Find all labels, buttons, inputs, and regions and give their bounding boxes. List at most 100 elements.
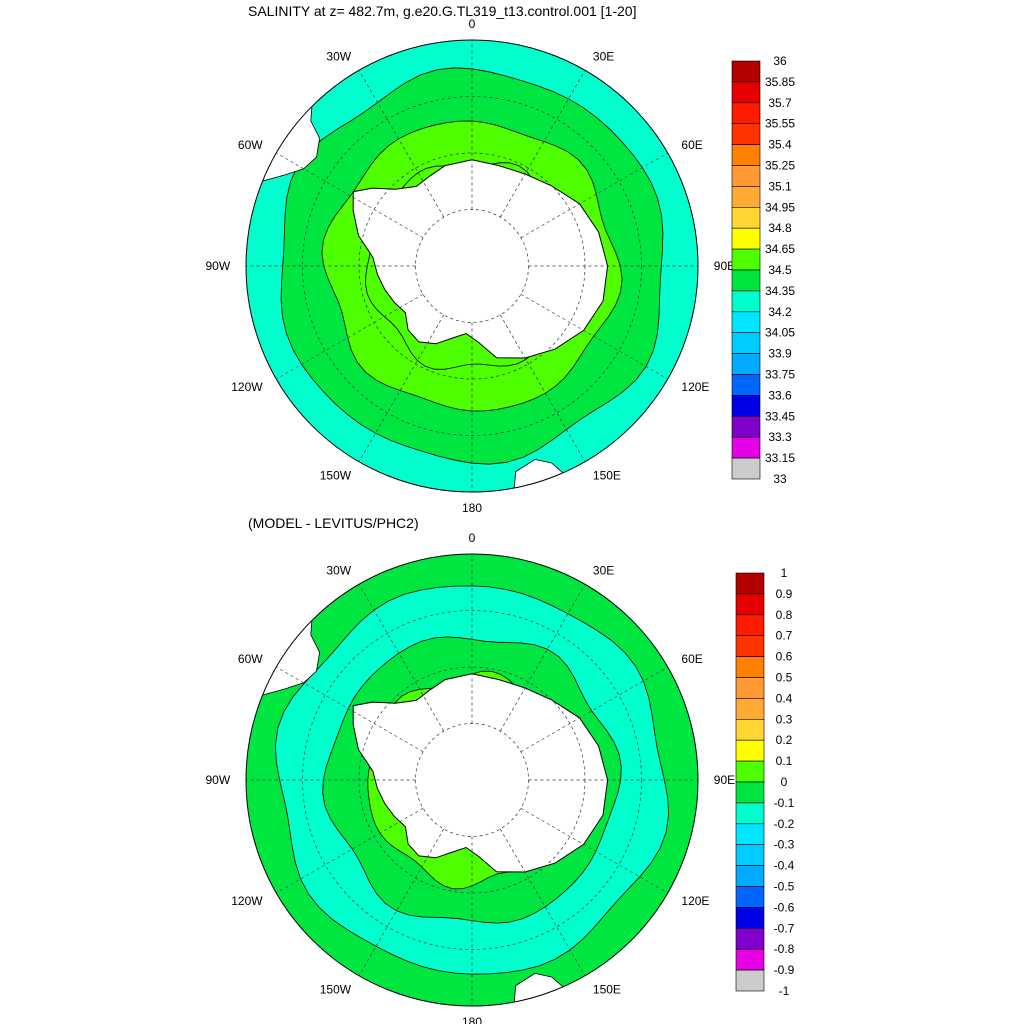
colorbar-tick-label: 33.9 xyxy=(768,347,792,361)
colorbar-swatch xyxy=(731,436,761,459)
colorbar-tick-label: 34.8 xyxy=(768,221,792,235)
colorbar-swatch xyxy=(735,823,765,845)
longitude-label: 30E xyxy=(593,564,614,578)
colorbar-tick-label: 33.3 xyxy=(768,430,792,444)
colorbar-swatch xyxy=(731,165,761,187)
panel-title: SALINITY at z= 482.7m, g.e20.G.TL319_t13… xyxy=(248,3,636,19)
colorbar-swatch xyxy=(731,207,761,229)
longitude-labels: 0 30E 60E 90E 120E 150E 180 150W 120W 90W 60W 30W xyxy=(206,17,736,515)
colorbar-tick-label: -0.7 xyxy=(774,921,795,935)
longitude-label: 150E xyxy=(593,468,621,482)
colorbar-swatch xyxy=(735,593,765,616)
colorbar-tick-label: -0.5 xyxy=(774,880,795,894)
colorbar-swatch xyxy=(735,886,765,908)
colorbar-swatch xyxy=(735,802,765,825)
meridian-line xyxy=(276,807,424,894)
meridian-line xyxy=(520,293,668,380)
meridian-line xyxy=(358,828,445,976)
longitude-label: 90W xyxy=(206,773,231,787)
graticule xyxy=(245,39,699,493)
colorbar-swatch xyxy=(735,698,765,720)
colorbar-swatch xyxy=(731,102,761,125)
longitude-label: 150W xyxy=(320,982,352,996)
colorbar-tick-label: -1 xyxy=(779,984,790,998)
colorbar-swatch xyxy=(731,269,761,292)
longitude-label: 150W xyxy=(320,468,352,482)
longitude-label: 180 xyxy=(462,501,482,515)
colorbar-tick-label: -0.9 xyxy=(774,963,795,977)
longitude-label: 60E xyxy=(681,138,702,152)
colorbar-tick-label: 35.4 xyxy=(768,138,792,152)
meridian-line xyxy=(499,314,586,462)
longitude-label: 120E xyxy=(681,894,709,908)
longitude-label: 90W xyxy=(206,259,231,273)
colorbar-tick-label: 0.1 xyxy=(776,754,793,768)
polar-map xyxy=(246,40,698,492)
colorbar-swatch xyxy=(731,227,761,250)
meridian-line xyxy=(520,666,668,753)
colorbar-swatch xyxy=(735,572,765,595)
colorbar-tick-label: 34.65 xyxy=(765,242,795,256)
colorbar-swatch xyxy=(735,656,765,678)
colorbar-swatch xyxy=(731,353,761,375)
colorbar-swatch xyxy=(731,81,761,104)
colorbar-tick-label: 0.8 xyxy=(776,608,793,622)
colorbar-tick-label: 35.85 xyxy=(765,75,795,89)
colorbar-swatch xyxy=(731,415,761,438)
longitude-label: 90E xyxy=(714,259,735,273)
meridian-line xyxy=(358,584,445,732)
colorbar-swatch xyxy=(735,927,765,950)
colorbar-swatch xyxy=(731,248,761,271)
colorbar: 1 0.9 0.8 0.7 0.6 0.5 0.4 0.3 0.2 0.1 0 -0.1 -0.2 -0.… xyxy=(735,566,795,998)
meridian-line xyxy=(499,828,586,976)
colorbar-swatch xyxy=(735,781,765,804)
colorbar-tick-label: 34.2 xyxy=(768,305,792,319)
meridian-line xyxy=(358,314,445,462)
colorbar-swatch xyxy=(735,760,765,783)
polar-map xyxy=(246,554,698,1006)
colorbar-swatch xyxy=(731,311,761,333)
colorbar-swatch xyxy=(731,374,761,396)
longitude-label: 90E xyxy=(714,773,735,787)
colorbar-tick-label: -0.6 xyxy=(774,900,795,914)
colorbar-swatch xyxy=(735,614,765,636)
colorbar-tick-label: 34.5 xyxy=(768,263,792,277)
colorbar-tick-label: 0 xyxy=(781,775,788,789)
meridian-line xyxy=(520,152,668,239)
colorbar-tick-label: 0.7 xyxy=(776,629,793,643)
longitude-label: 120W xyxy=(231,894,263,908)
panel-salinity: SALINITY at z= 482.7m, g.e20.G.TL319_t13… xyxy=(206,3,796,515)
colorbar-swatch xyxy=(735,635,765,657)
colorbar-tick-label: 0.3 xyxy=(776,712,793,726)
longitude-label: 60E xyxy=(681,652,702,666)
meridian-line xyxy=(499,584,586,732)
longitude-label: 120E xyxy=(681,380,709,394)
longitude-label: 0 xyxy=(469,531,476,545)
colorbar-tick-label: 33.6 xyxy=(768,388,792,402)
colorbar-swatch xyxy=(735,969,765,992)
colorbar-tick-label: 0.5 xyxy=(776,671,793,685)
colorbar-tick-label: 35.7 xyxy=(768,96,792,110)
longitude-label: 30E xyxy=(593,50,614,64)
meridian-line xyxy=(520,807,668,894)
colorbar-swatch xyxy=(731,457,761,480)
colorbar-tick-label: 33 xyxy=(773,472,787,486)
colorbar-swatch xyxy=(735,718,765,741)
colorbar-tick-label: 0.6 xyxy=(776,650,793,664)
colorbar-swatch xyxy=(731,290,761,313)
graticule xyxy=(245,553,699,1007)
panel-title: (MODEL - LEVITUS/PHC2) xyxy=(248,515,419,531)
colorbar-tick-label: -0.3 xyxy=(774,838,795,852)
colorbar-tick-label: 35.55 xyxy=(765,117,795,131)
colorbar-tick-label: 33.75 xyxy=(765,368,795,382)
colorbar-swatch xyxy=(735,677,765,699)
latitude-line xyxy=(302,610,642,950)
colorbar-tick-label: -0.8 xyxy=(774,942,795,956)
longitude-label: 30W xyxy=(326,564,351,578)
meridian-line xyxy=(499,70,586,218)
colorbar-swatch xyxy=(731,332,761,354)
colorbar-tick-label: -0.1 xyxy=(774,796,795,810)
colorbar-swatch xyxy=(735,739,765,762)
longitude-label: 150E xyxy=(593,982,621,996)
